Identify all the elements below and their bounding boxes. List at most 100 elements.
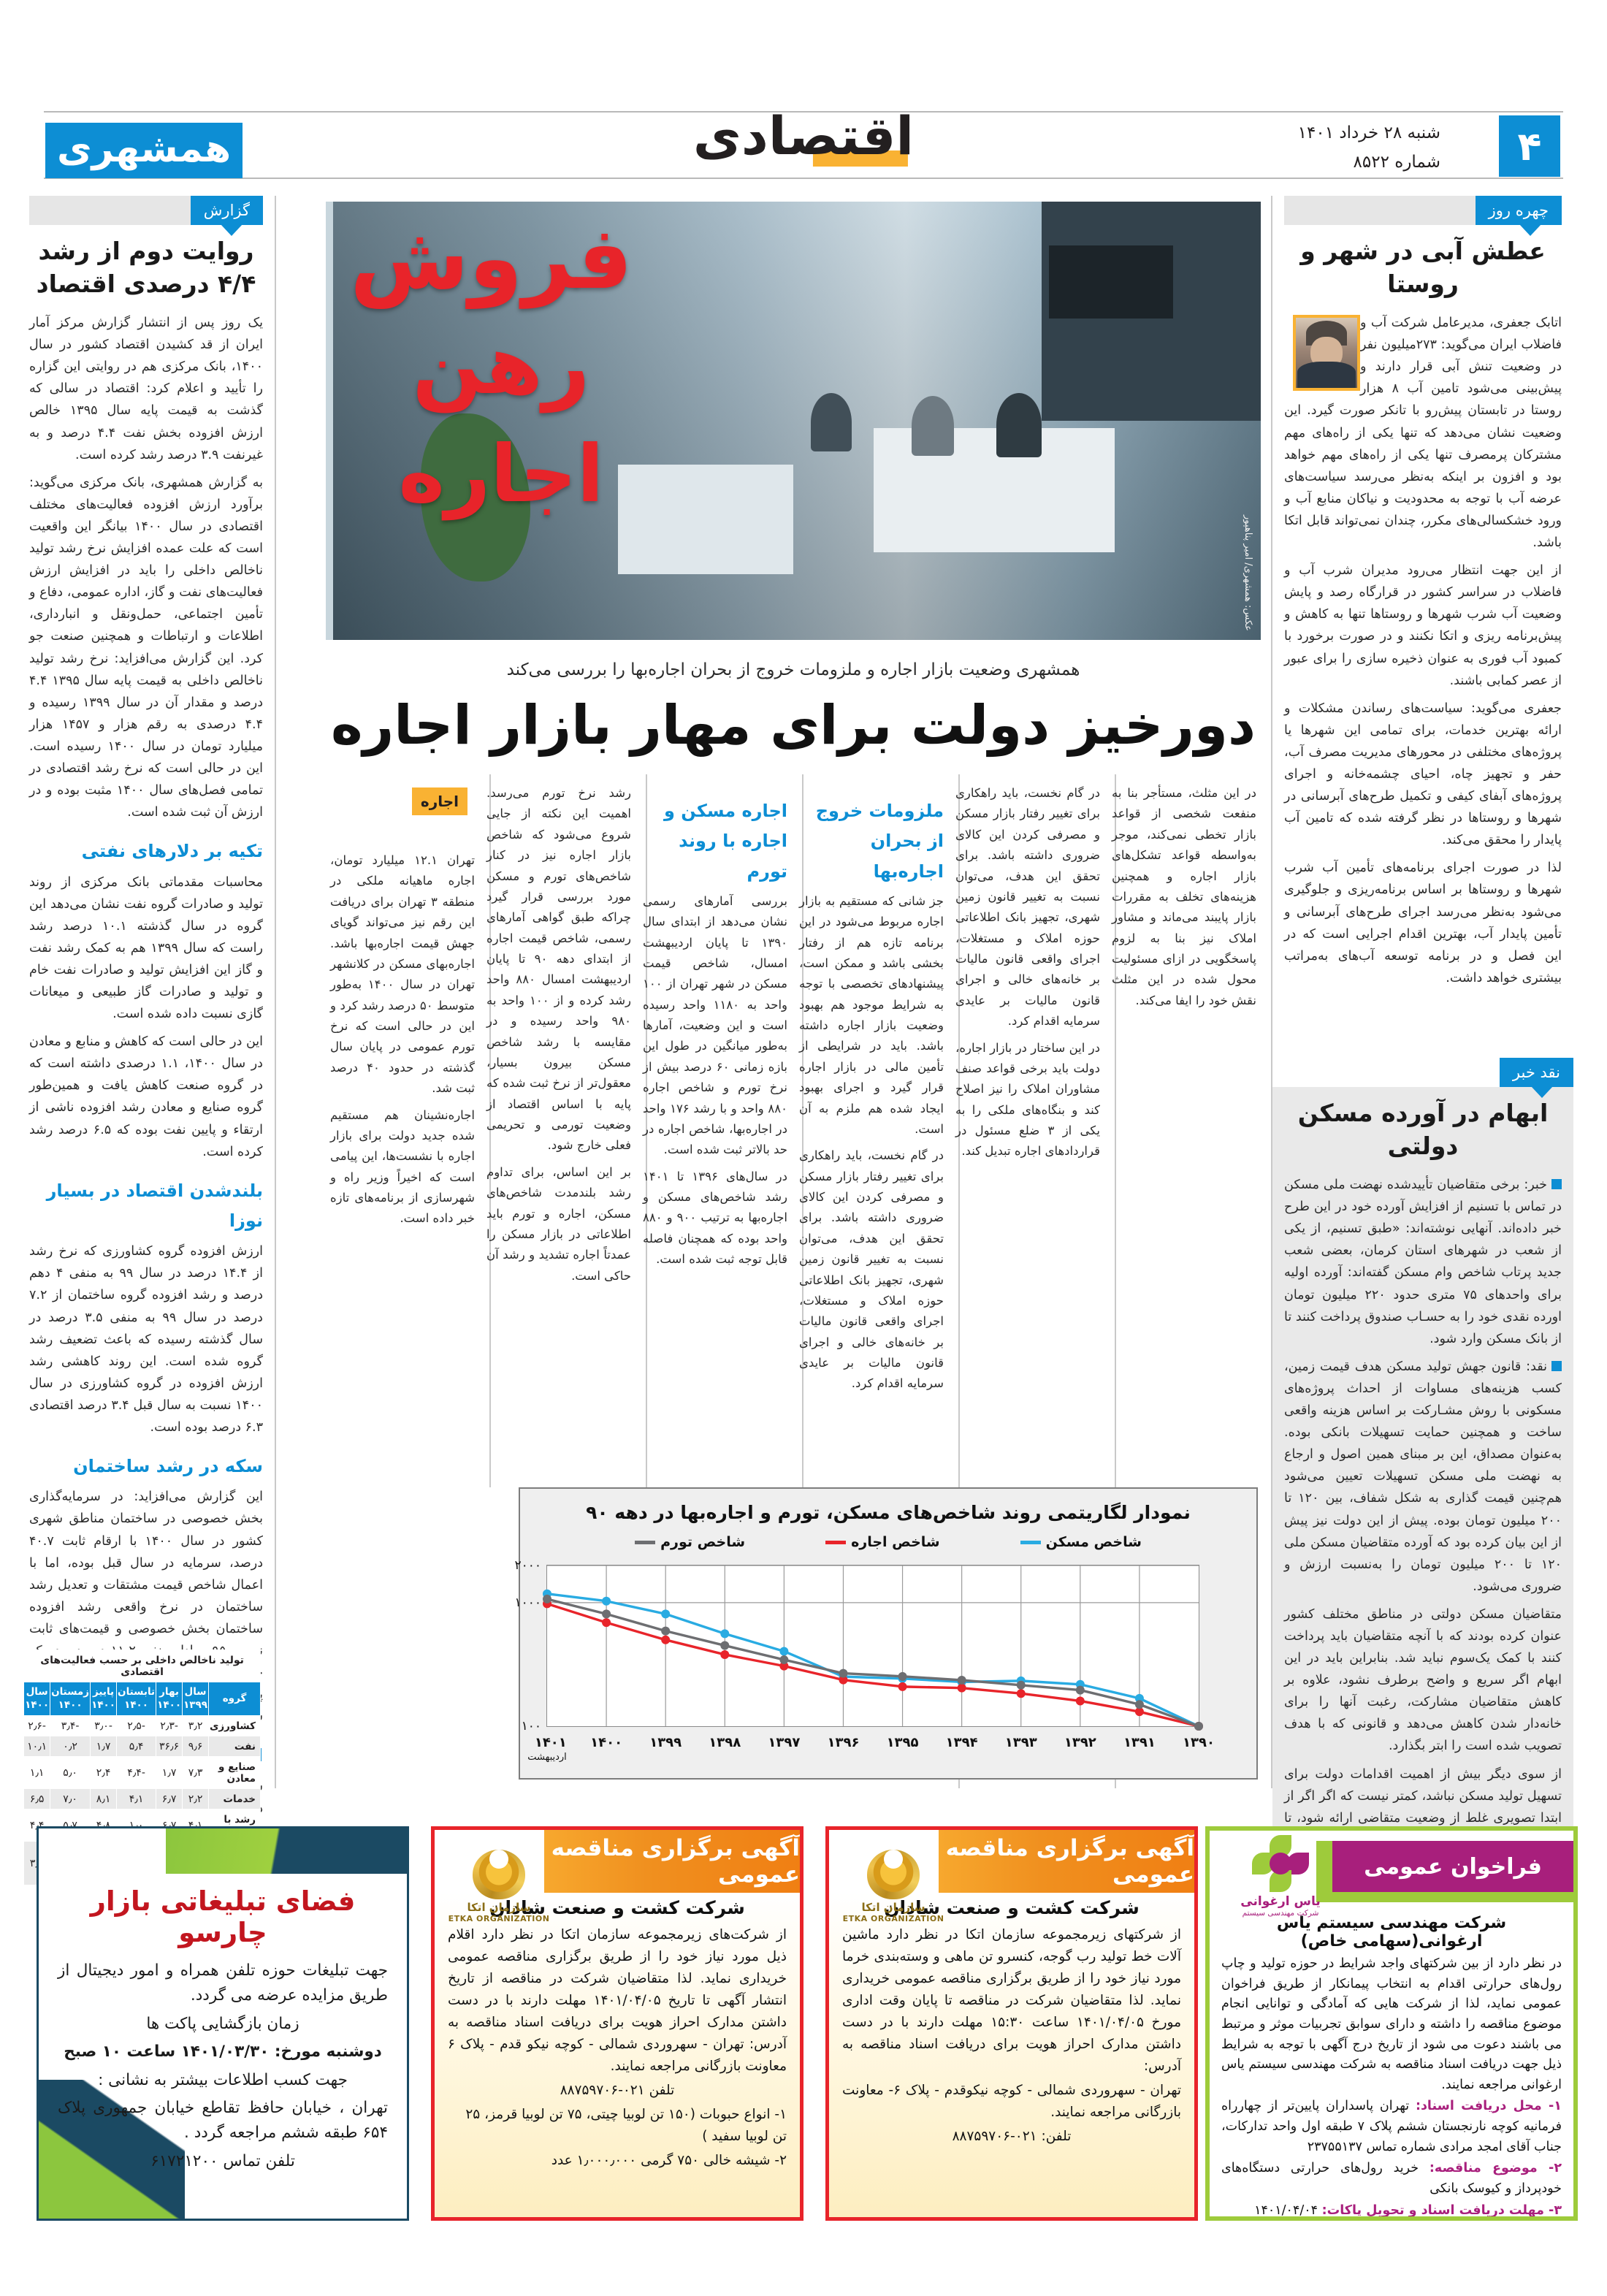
etka-org-name-en: ETKA ORGANIZATION [842,1914,944,1923]
ad-etka-2[interactable]: آگهی برگزاری مناقصه عمومی سازمان اتکا ET… [825,1826,1198,2221]
paragraph: در گام نخست، باید راهکاری برای تغییر رفت… [955,786,1100,1029]
ad-etka-1-body: شرکت کشت و صنعت شادان از شرکت‌های زیرمجم… [435,1893,800,2217]
lead-body-col-4: ملزومات خروج از بحران اجاره‌بها جز شانی … [799,783,944,1400]
table-cell: ۵٫۰ [50,1756,91,1790]
column-rule-5 [802,774,804,1487]
lead-kicker: همشهری وضعیت بازار اجاره و ملزومات خروج … [506,660,1080,679]
table-cell: ۰٫۲ [50,1736,91,1758]
paragraph: تهران ۱۲.۱ میلیارد تومان، اجاره ماهیانه … [330,853,475,1096]
right2-tag[interactable]: نقد خبر [1499,1058,1573,1098]
ad-yas-arghavani[interactable]: فراخوان عمومی یاس ارغوانی شرکت مهندسی سی… [1205,1826,1578,2221]
right1-body: اتابک جعفری، مدیرعامل شرکت آب و فاضلاب ا… [1284,312,1562,989]
lead-side-tag[interactable]: اجاره [411,787,467,815]
section-title: اقتصادی [693,110,914,167]
table-row: خدمات ۲٫۲ ۶٫۷ ۴٫۱ ۸٫۱ ۷٫۰ ۶٫۵ [23,1788,261,1810]
subheading: سکه در رشد ساختمان [73,1456,263,1477]
issue-number: شماره ۸۵۲۲ [1353,153,1440,172]
chart-x-tick: ۱۴۰۰ [590,1735,623,1750]
chart-x-tick: ۱۳۹۶ [827,1735,860,1750]
table-cell: نفت [208,1736,261,1758]
table-cell: ۱۰٫۱ [23,1736,51,1758]
etka-org-name-en: ETKA ORGANIZATION [448,1914,550,1923]
ad-charsoo-corner-bottom [39,2080,185,2219]
etka-mark-icon [867,1850,920,1899]
ad-etka-2-header: آگهی برگزاری مناقصه عمومی سازمان اتکا ET… [829,1830,1194,1923]
etka-org-name-fa: سازمان اتکا [861,1901,925,1914]
table-cell: -۲٫۵ [116,1715,157,1737]
photo-credit: عکس: همشهری/ امیر پناهپور [1243,515,1253,631]
yas-org-name: یاس ارغوانی شرکت مهندسی سیستم [1226,1894,1335,1918]
gdp-table-title: تولید ناخالص داخلی بر حسب فعالیت‌های اقت… [23,1649,261,1682]
chart-y-tick: ۱۰۰ [521,1719,541,1734]
chart-x-tick: ۱۳۹۳ [1004,1735,1037,1750]
right2-tagbar: نقد خبر [1272,1058,1573,1098]
paragraph: بررسی آمارهای رسمی نشان می‌دهد از ابتدای… [643,893,787,1157]
ad-charsoo-title: فضای تبلیغاتی بازار چارسو [90,1885,356,1948]
etka-mark-inner [884,1850,903,1869]
table-cell: ۱٫۷ [156,1756,183,1790]
lead-body-col-5: در گام نخست، باید راهکاری برای تغییر رفت… [955,783,1100,1168]
paragraph: یک روز پس از انتشار گزارش مرکز آمار ایرا… [29,316,264,462]
etka-org-name-fa: سازمان اتکا [467,1901,531,1914]
subheading: بلندشدن اقتصاد در بسیار نوزا [46,1180,263,1231]
table-cell: -۳٫۰ [90,1715,118,1737]
legend-item-rent: شاخص اجاره [825,1534,940,1550]
ad-item-label: ۲- موضوع مناقصه: [1429,2161,1562,2176]
ad-line: زمان بازگشایی پاکت ها [146,2014,299,2033]
table-cell: صنایع و معادن [208,1756,261,1790]
yas-logo: یاس ارغوانی شرکت مهندسی سیستم [1226,1835,1335,1918]
right1-tag[interactable]: چهره روز [1475,196,1562,236]
table-row: نفت ۹٫۶ ۳۶٫۶ ۵٫۴ ۱٫۷ ۰٫۲ ۱۰٫۱ [23,1736,261,1758]
ad-yas-header: فراخوان عمومی یاس ارغوانی شرکت مهندسی سی… [1210,1831,1573,1918]
lead-headline: دورخیز دولت برای مهار بازار اجاره [330,694,1256,757]
chart-x-tick: ۱۳۹۰ [1183,1735,1215,1750]
table-col-header: سال ۱۳۹۹ [182,1681,210,1717]
subheading: ملزومات خروج از بحران اجاره‌بها [815,801,944,882]
ad-charsoo[interactable]: فضای تبلیغاتی بازار چارسو جهت تبلیغات حو… [37,1826,409,2221]
hamshahri-logo[interactable]: همشهری [45,123,243,178]
table-cell: ۸٫۱ [90,1788,118,1810]
table-cell: خدمات [208,1788,261,1810]
table-cell: ۷٫۰ [50,1788,91,1810]
table-cell: ۶٫۵ [23,1788,51,1810]
table-cell: ۷٫۳ [182,1756,210,1790]
housing-inflation-chart: نمودار لگاریتمی روند شاخص‌های مسکن، تورم… [514,1487,1258,1780]
table-cell: ۳٫۲ [182,1715,210,1737]
legend-item-inflation: شاخص تورم [635,1534,745,1550]
paragraph: از این جهت انتظار می‌رود مدیران شرب آب و… [1284,563,1562,688]
paragraph: متقاضیان مسکن دولتی در مناطق مختلف کشور … [1284,1606,1562,1754]
chart-x-tick-note: اردیبهشت [527,1752,567,1763]
chart-x-tick: ۱۳۹۵ [886,1735,919,1750]
paragraph: جعفری می‌گوید: سیاست‌های رساندن مشکلات و… [1284,701,1562,848]
left-column-tag[interactable]: گزارش [190,196,263,236]
ad-yas-body: شرکت مهندسی سیستم یاس ارغوانی(سهامی خاص)… [1210,1911,1573,2216]
chart-x-tick: ۱۳۹۷ [768,1735,801,1750]
bullet-icon [1551,1360,1562,1371]
lead-body-col-3: اجاره مسکن و اجاره با روند تورم بررسی آم… [643,783,787,1276]
legend-swatch-inflation [635,1540,656,1544]
yas-flower-icon [1252,1835,1309,1892]
masthead-date-block: شنبه ۲۸ خرداد ۱۴۰۱ شماره ۸۵۲۲ [1298,118,1440,178]
paragraph: در گام نخست، باید راهکاری برای تغییر رفت… [799,1148,944,1391]
ad-etka-1[interactable]: آگهی برگزاری مناقصه عمومی سازمان اتکا ET… [431,1826,804,2221]
table-cell: -۲٫۶ [23,1715,51,1737]
table-cell: -۳٫۴ [50,1715,91,1737]
etka-mark-inner [489,1850,508,1869]
ad-line: دوشنبه مورخ: ۱۴۰۱/۰۳/۳۰ ساعت ۱۰ صبح [64,2043,382,2062]
chart-x-tick: ۱۳۹۲ [1064,1735,1096,1750]
left-column: گزارش روایت دوم از رشد ۴/۴ درصدی اقتصاد … [29,196,263,1891]
right-column-face-of-day: چهره روز عطش آبی در شهر و روستا اتابک جع… [1284,196,1562,995]
chart-x-tick: ۱۳۹۸ [709,1735,741,1750]
paragraph: لذا در صورت اجرای برنامه‌های تأمین آب شر… [1284,861,1562,985]
lead-photo: فروش رهن اجاره عکس: همشهری/ امیر پناهپور [326,202,1261,640]
table-col-header: پاییز ۱۴۰۰ [90,1681,118,1717]
ad-line: جهت کسب اطلاعات بیشتر به نشانی : [98,2070,348,2089]
ad-phone: تلفن: ۰۲۱-۸۸۷۵۹۷۰۶ [952,2128,1072,2144]
ad-line: تهران ، خیابان حافظ تقاطع خیابان جمهوری … [58,2098,388,2143]
subheading: اجاره مسکن و اجاره با روند تورم [664,801,787,882]
paragraph: به گزارش همشهری، بانک مرکزی می‌گوید: برآ… [29,475,263,820]
bullet-text: خبر: برخی متقاضیان تأییدشده نهضت ملی مسک… [1284,1178,1562,1346]
photo-monitor [1049,245,1173,319]
table-cell: ۲٫۲ [182,1788,210,1810]
